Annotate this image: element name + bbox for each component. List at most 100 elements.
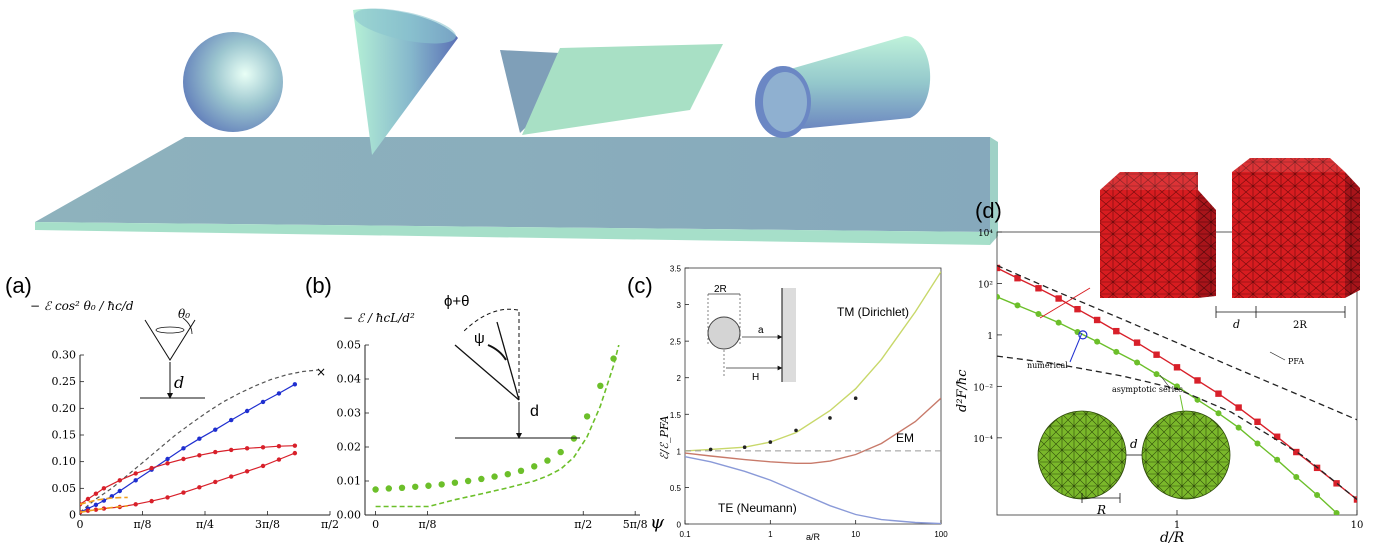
y-tick-label: 0.03 <box>337 407 362 420</box>
panel-c-label-em: EM <box>896 431 914 445</box>
y-tick-label: 0.02 <box>337 441 362 454</box>
y-tick-label: 0.01 <box>337 475 362 488</box>
data-point <box>1173 364 1181 371</box>
y-tick-label: 0.10 <box>52 455 77 468</box>
data-point <box>438 481 445 488</box>
y-tick-label: 10² <box>978 280 993 290</box>
data-point <box>997 293 1000 300</box>
panel-c-label-tm: TM (Dirichlet) <box>837 305 909 319</box>
data-point <box>768 440 773 444</box>
data-point <box>1273 433 1281 440</box>
series-line-4 <box>80 496 128 506</box>
y-tick-label: 0.5 <box>670 484 682 493</box>
panel-d-cube-gap-label: d <box>1233 318 1240 331</box>
panel-a-inset-theta: θ₀ <box>178 307 190 321</box>
panel-b-inset: ϕ+θ ψ d <box>444 293 580 439</box>
y-tick-label: 0.20 <box>52 402 77 415</box>
panel-a-xticks: 0 π/8 π/4 3π/8 π/2 <box>77 511 339 531</box>
data-point <box>451 479 459 486</box>
panel-d-label: (d) <box>975 198 1002 223</box>
panel-c-xlabel: a/R <box>806 532 821 542</box>
panel-c-yticks: 0 0.5 1 1.5 2 2.5 3 3.5 <box>670 265 689 530</box>
data-point <box>1235 404 1242 411</box>
data-point <box>292 443 298 448</box>
data-point <box>165 461 170 466</box>
cone-shape <box>353 8 458 155</box>
y-tick-label: 3.5 <box>670 265 682 274</box>
cylinder-body <box>780 36 931 130</box>
panel-a-label: (a) <box>5 273 32 298</box>
plate-edge <box>35 222 990 245</box>
data-point <box>165 456 170 462</box>
data-point <box>260 399 266 405</box>
panel-a-end-marker: × <box>316 365 326 379</box>
data-point <box>1235 424 1242 431</box>
panel-d-sphere-gap-label: d <box>1130 437 1138 451</box>
data-point <box>464 477 472 485</box>
data-point <box>93 507 99 512</box>
data-point <box>1274 456 1281 463</box>
data-point <box>597 382 604 389</box>
panel-a-inset: θ₀ d <box>140 307 205 399</box>
series-line-2 <box>685 456 941 524</box>
data-point <box>794 428 798 433</box>
data-point <box>1293 473 1300 480</box>
data-point <box>531 463 538 470</box>
x-tick-label: π/8 <box>419 518 437 531</box>
panel-c-ylabel: ℰ/ℰ_PFA <box>658 415 671 460</box>
plate-side <box>990 137 998 245</box>
data-point <box>213 449 218 455</box>
panel-d-cube-size-label: 2R <box>1293 320 1307 331</box>
y-tick-label: 0 <box>69 509 76 522</box>
wedge-front-plane <box>522 44 723 135</box>
data-point <box>1014 302 1021 309</box>
data-point <box>228 474 234 479</box>
y-tick-label: 0.05 <box>337 339 362 352</box>
panel-d-yticks: 10⁴ 10² 1 10⁻² 10⁻⁴ <box>973 229 1002 445</box>
series-line-3 <box>997 355 1357 501</box>
data-point <box>517 467 525 474</box>
panel-c-inset-diameter: 2R <box>714 284 727 295</box>
series-line-1 <box>375 345 620 508</box>
data-point <box>1093 316 1101 324</box>
numerical-marker <box>1078 330 1088 340</box>
x-tick-label: 0.1 <box>679 530 691 539</box>
panel-b-xlabel: ψ <box>650 512 665 533</box>
data-point <box>197 485 202 490</box>
data-point <box>197 453 202 458</box>
panel-d-xticks: 1 10 <box>1174 510 1363 531</box>
data-point <box>1134 359 1141 366</box>
data-point <box>93 502 99 508</box>
data-point <box>372 486 379 493</box>
panel-b-xticks: 0 π/8 π/2 5π/8 <box>372 511 648 531</box>
y-tick-label: 0 <box>677 521 682 530</box>
data-point <box>181 456 186 462</box>
x-tick-label: π/4 <box>196 518 214 531</box>
data-point <box>244 469 250 474</box>
cube-left-top <box>1100 172 1198 190</box>
data-point <box>583 413 591 420</box>
y-tick-label: 0.25 <box>52 375 77 388</box>
series-line-0 <box>80 369 319 513</box>
data-point <box>425 482 432 489</box>
data-point <box>1153 351 1160 358</box>
data-point <box>742 445 747 450</box>
cube-right-side <box>1345 172 1360 298</box>
data-point <box>276 457 282 462</box>
data-point <box>385 485 392 492</box>
y-tick-label: 0.00 <box>337 509 362 522</box>
mesh-sphere-right <box>1141 410 1231 500</box>
data-point <box>181 490 186 495</box>
panel-c-inset: 2R a H <box>707 284 796 383</box>
data-point <box>213 479 218 485</box>
panel-a-ylabel: − ℰ cos² θ₀ / ħc/d <box>30 299 134 313</box>
data-point <box>1113 348 1120 355</box>
geometry-illustration <box>35 8 998 245</box>
panel-d-annotation-asymptotic: asymptotic series <box>1112 385 1183 394</box>
data-point <box>93 491 99 496</box>
panel-d: (d) d²F/ħc 10⁴ 10² 1 10⁻² 10⁻⁴ 1 10 d/R numer… <box>955 158 1363 546</box>
panel-b-series <box>372 345 620 508</box>
data-point <box>398 484 406 491</box>
panel-c-inset-a: a <box>758 325 764 336</box>
panel-c-label: (c) <box>627 273 653 298</box>
